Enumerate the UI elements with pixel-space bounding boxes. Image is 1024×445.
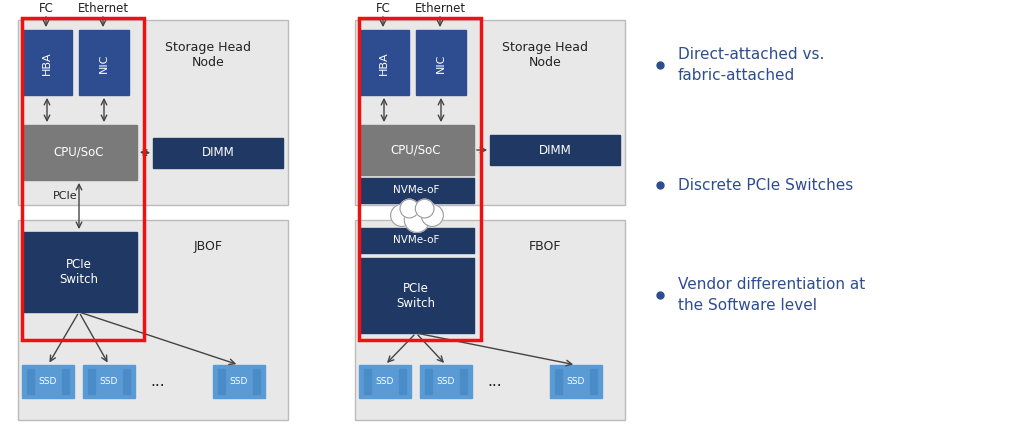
FancyBboxPatch shape	[490, 135, 620, 165]
FancyBboxPatch shape	[22, 30, 72, 95]
Text: PCIe
Switch: PCIe Switch	[59, 258, 98, 286]
FancyBboxPatch shape	[213, 365, 265, 398]
Circle shape	[390, 204, 413, 227]
FancyBboxPatch shape	[88, 369, 95, 394]
FancyBboxPatch shape	[359, 30, 409, 95]
Text: NIC: NIC	[436, 53, 446, 73]
FancyBboxPatch shape	[123, 369, 130, 394]
Text: SSD: SSD	[229, 377, 248, 386]
FancyBboxPatch shape	[555, 369, 562, 394]
Text: NVMe-oF: NVMe-oF	[393, 185, 439, 195]
FancyBboxPatch shape	[550, 365, 602, 398]
FancyBboxPatch shape	[425, 369, 432, 394]
Text: ...: ...	[487, 373, 503, 388]
FancyBboxPatch shape	[22, 125, 137, 180]
Text: FC: FC	[39, 1, 53, 15]
Circle shape	[404, 207, 430, 232]
Text: PCIe: PCIe	[52, 191, 78, 201]
Text: SSD: SSD	[567, 377, 585, 386]
FancyBboxPatch shape	[359, 365, 411, 398]
FancyBboxPatch shape	[416, 30, 466, 95]
Text: CPU/SoC: CPU/SoC	[53, 146, 104, 158]
Text: ...: ...	[151, 373, 165, 388]
FancyBboxPatch shape	[18, 20, 288, 205]
Text: FBOF: FBOF	[528, 240, 561, 253]
Text: FC: FC	[376, 1, 390, 15]
FancyBboxPatch shape	[364, 369, 371, 394]
Text: SSD: SSD	[376, 377, 394, 386]
Text: Vendor differentiation at
the Software level: Vendor differentiation at the Software l…	[678, 277, 865, 313]
Text: Storage Head
Node: Storage Head Node	[502, 41, 588, 69]
FancyBboxPatch shape	[218, 369, 225, 394]
Text: NIC: NIC	[99, 53, 109, 73]
Text: NVMe-oF: NVMe-oF	[393, 235, 439, 245]
Text: HBA: HBA	[379, 51, 389, 75]
Text: CPU/SoC: CPU/SoC	[391, 143, 441, 157]
Text: SSD: SSD	[39, 377, 57, 386]
FancyBboxPatch shape	[359, 125, 474, 175]
FancyBboxPatch shape	[22, 365, 74, 398]
Text: HBA: HBA	[42, 51, 52, 75]
Text: SSD: SSD	[437, 377, 456, 386]
FancyBboxPatch shape	[355, 20, 625, 205]
FancyBboxPatch shape	[355, 220, 625, 420]
Text: JBOF: JBOF	[194, 240, 222, 253]
Text: Ethernet: Ethernet	[78, 1, 129, 15]
Text: DIMM: DIMM	[202, 146, 234, 159]
Circle shape	[416, 199, 434, 218]
FancyBboxPatch shape	[79, 30, 129, 95]
Text: Direct-attached vs.
fabric-attached: Direct-attached vs. fabric-attached	[678, 47, 824, 83]
FancyBboxPatch shape	[460, 369, 467, 394]
FancyBboxPatch shape	[153, 138, 283, 168]
Text: PCIe
Switch: PCIe Switch	[396, 282, 435, 310]
FancyBboxPatch shape	[359, 228, 474, 253]
FancyBboxPatch shape	[22, 232, 137, 312]
FancyBboxPatch shape	[27, 369, 34, 394]
Text: SSD: SSD	[99, 377, 118, 386]
Circle shape	[421, 204, 443, 227]
Text: DIMM: DIMM	[539, 143, 571, 157]
FancyBboxPatch shape	[253, 369, 260, 394]
Text: Storage Head
Node: Storage Head Node	[165, 41, 251, 69]
Circle shape	[400, 199, 419, 218]
FancyBboxPatch shape	[359, 178, 474, 203]
FancyBboxPatch shape	[399, 369, 406, 394]
FancyBboxPatch shape	[62, 369, 69, 394]
FancyBboxPatch shape	[83, 365, 135, 398]
FancyBboxPatch shape	[18, 220, 288, 420]
Text: Ethernet: Ethernet	[415, 1, 466, 15]
Text: Discrete PCIe Switches: Discrete PCIe Switches	[678, 178, 853, 193]
FancyBboxPatch shape	[590, 369, 597, 394]
FancyBboxPatch shape	[420, 365, 472, 398]
FancyBboxPatch shape	[359, 258, 474, 333]
